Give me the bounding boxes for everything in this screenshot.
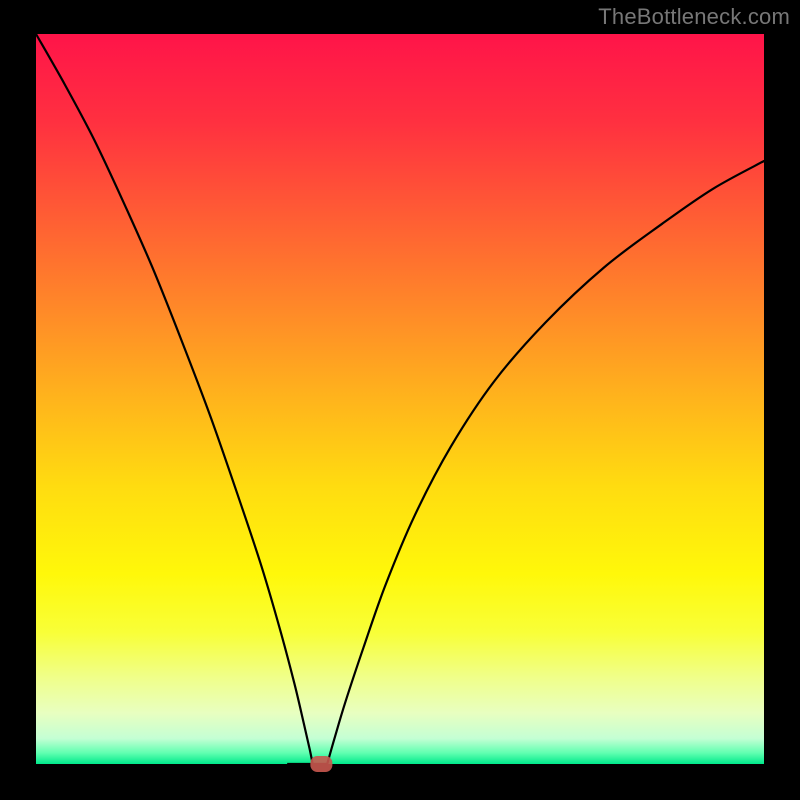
- plot-area: [36, 34, 764, 764]
- optimum-marker: [310, 756, 332, 772]
- bottleneck-chart: [0, 0, 800, 800]
- watermark-text: TheBottleneck.com: [598, 4, 790, 30]
- chart-container: TheBottleneck.com: [0, 0, 800, 800]
